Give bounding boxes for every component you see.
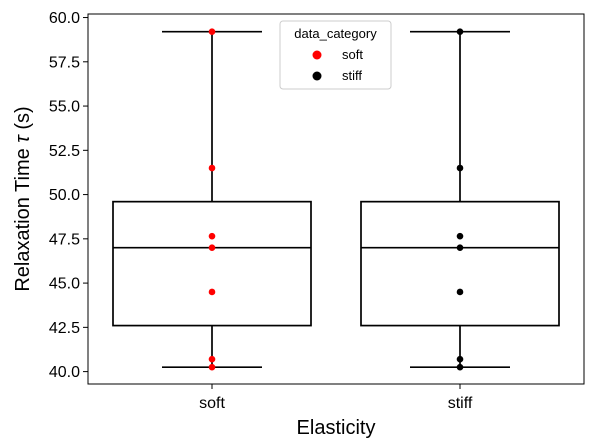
y-tick-label-3: 47.5 — [49, 231, 80, 248]
point-soft-2 — [208, 232, 216, 240]
box-soft — [112, 200, 312, 327]
y-axis-label-symbol: τ — [12, 134, 34, 143]
point-soft-5 — [208, 355, 216, 363]
point-soft-1 — [208, 164, 216, 172]
legend-title: data_category — [294, 26, 377, 41]
y-tick-label-5: 52.5 — [49, 143, 80, 160]
point-stiff-5 — [456, 355, 464, 363]
point-stiff-4 — [456, 288, 464, 296]
point-stiff-6 — [456, 363, 464, 371]
point-soft-0 — [208, 28, 216, 36]
point-stiff-0 — [456, 28, 464, 36]
y-tick-label-2: 45.0 — [49, 276, 80, 293]
point-stiff-1 — [456, 164, 464, 172]
x-tick-label-stiff: stiff — [448, 395, 473, 412]
legend-marker-soft — [312, 50, 322, 60]
x-tick-label-soft: soft — [199, 395, 225, 412]
legend-marker-stiff — [312, 71, 322, 81]
plot-layer — [112, 28, 560, 371]
legend: data_category soft stiff — [279, 20, 392, 90]
y-tick-label-8: 60.0 — [49, 10, 80, 27]
y-axis-label-unit: (s) — [12, 106, 34, 129]
point-stiff-3 — [456, 244, 464, 251]
y-axis-ticks: 40.0 42.5 45.0 47.5 50.0 52.5 55.0 57.5 60.0 — [49, 10, 88, 381]
y-tick-label-7: 57.5 — [49, 54, 80, 71]
y-tick-label-0: 40.0 — [49, 364, 80, 381]
x-axis-label: Elasticity — [297, 417, 376, 439]
y-tick-label-1: 42.5 — [49, 320, 80, 337]
point-soft-3 — [208, 244, 216, 251]
y-tick-label-6: 55.0 — [49, 99, 80, 116]
y-axis-label-text: Relaxation Time — [12, 143, 34, 292]
point-soft-6 — [208, 363, 216, 371]
legend-label-soft: soft — [342, 47, 363, 62]
plot-frame — [87, 13, 585, 385]
y-tick-label-4: 50.0 — [49, 187, 80, 204]
point-soft-4 — [208, 288, 216, 296]
y-axis-label: Relaxation Time τ (s) — [12, 106, 34, 291]
box-stiff — [360, 200, 560, 327]
legend-box — [279, 20, 392, 90]
legend-label-stiff: stiff — [342, 68, 362, 83]
point-stiff-2 — [456, 232, 464, 240]
x-axis-ticks: soft stiff — [199, 384, 473, 412]
